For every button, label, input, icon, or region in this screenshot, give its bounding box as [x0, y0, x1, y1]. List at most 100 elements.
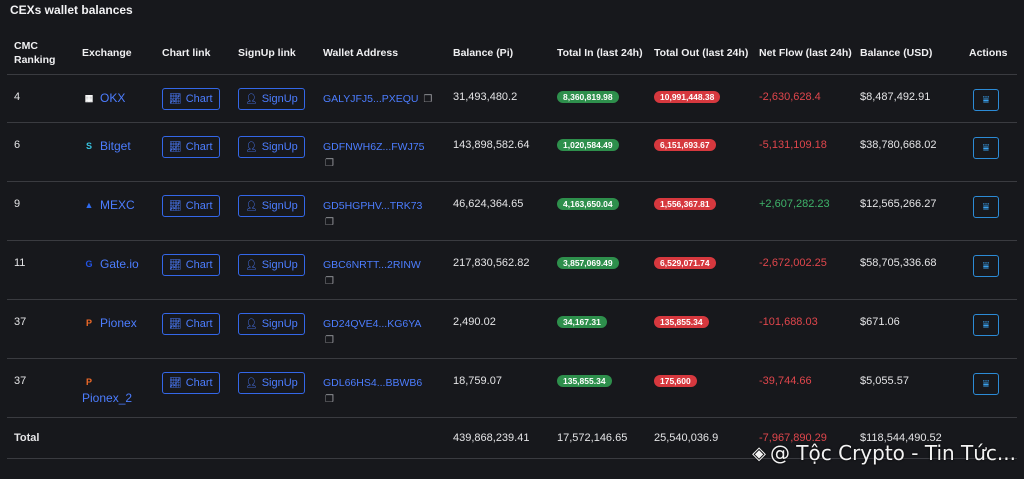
signup-button[interactable]: 👤︎ SignUp	[238, 195, 305, 217]
exchange-name: Gate.io	[100, 257, 139, 271]
balance-usd: $8,487,492.91	[860, 91, 931, 103]
header-exchange: Exchange	[75, 32, 155, 75]
chart-button-label: Chart	[185, 200, 213, 212]
chart-button-label: Chart	[185, 259, 213, 271]
chart-button-label: Chart	[185, 318, 213, 330]
exchange-name: OKX	[100, 91, 126, 105]
exchange-link[interactable]: S Bitget	[82, 139, 155, 153]
wallet-address-link[interactable]: GBC6NRTT...2RINW	[323, 259, 421, 271]
signup-button[interactable]: 👤︎ SignUp	[238, 254, 305, 276]
header-total-in: Total In (last 24h)	[550, 32, 647, 75]
rank-cell: 11	[14, 257, 26, 269]
filter-action-button[interactable]: ⩸	[973, 137, 999, 159]
filter-action-button[interactable]: ⩸	[973, 196, 999, 218]
header-balance: Balance (Pi)	[446, 32, 550, 75]
wallet-address-link[interactable]: GALYJFJ5...PXEQU	[323, 93, 419, 105]
watermark-text: @ Tộc Crypto - Tin Tức...	[769, 441, 1016, 465]
chart-button[interactable]: 📈︎ Chart	[162, 88, 220, 110]
exchange-link[interactable]: P Pionex	[82, 316, 155, 330]
chart-button[interactable]: 📈︎ Chart	[162, 372, 220, 394]
table-header-row: CMC Ranking Exchange Chart link SignUp l…	[7, 32, 1017, 75]
copy-icon[interactable]: ❐	[423, 94, 433, 105]
total-net-flow: -7,967,890.29	[752, 417, 853, 459]
signup-button[interactable]: 👤︎ SignUp	[238, 372, 305, 394]
exchange-link[interactable]: ▦ OKX	[82, 91, 155, 105]
header-signup: SignUp link	[231, 32, 316, 75]
net-flow: -101,688.03	[759, 316, 818, 328]
table-row: 6 S Bitget 📈︎ Chart 👤︎ SignUp GDFNWH6Z..…	[7, 122, 1017, 182]
balance-usd: $5,055.57	[860, 375, 909, 387]
filter-icon: ⩸	[982, 93, 990, 106]
line-chart-icon: 📈︎	[169, 377, 182, 389]
table-row: 9 ▲ MEXC 📈︎ Chart 👤︎ SignUp GD5HGPHV...T…	[7, 181, 1017, 241]
copy-icon[interactable]: ❐	[325, 276, 334, 287]
chart-button[interactable]: 📈︎ Chart	[162, 313, 220, 335]
total-out: 25,540,036.9	[647, 417, 752, 459]
line-chart-icon: 📈︎	[169, 141, 182, 153]
binance-diamond-icon: ◈	[752, 442, 766, 464]
exchange-link[interactable]: G Gate.io	[82, 257, 155, 271]
header-net-flow: Net Flow (last 24h)	[752, 32, 853, 75]
copy-icon[interactable]: ❐	[325, 335, 334, 346]
signup-button[interactable]: 👤︎ SignUp	[238, 313, 305, 335]
wallet-address-link[interactable]: GD24QVE4...KG6YA	[323, 318, 422, 330]
signup-button[interactable]: 👤︎ SignUp	[238, 136, 305, 158]
rank-cell: 4	[14, 91, 21, 103]
totals-label: Total	[7, 417, 75, 459]
pionex-logo-icon: P	[85, 377, 92, 387]
balance-pi: 143,898,582.64	[453, 139, 530, 151]
pionex-logo-icon: P	[85, 318, 92, 328]
total-out-badge: 175,600	[654, 375, 697, 387]
balance-pi: 217,830,562.82	[453, 257, 530, 269]
exchange-link[interactable]: ▲ MEXC	[82, 198, 155, 212]
copy-icon[interactable]: ❐	[325, 217, 334, 228]
mexc-logo-icon: ▲	[84, 200, 94, 210]
total-out-badge: 6,529,071.74	[654, 257, 716, 269]
balance-usd: $58,705,336.68	[860, 257, 937, 269]
balance-pi: 18,759.07	[453, 375, 502, 387]
chart-button-label: Chart	[185, 93, 213, 105]
filter-action-button[interactable]: ⩸	[973, 255, 999, 277]
exchange-name: Pionex	[100, 316, 137, 330]
net-flow: -39,744.66	[759, 375, 812, 387]
header-balance-usd: Balance (USD)	[853, 32, 962, 75]
table-row: 37 P Pionex_2 📈︎ Chart 👤︎ SignUp GDL66HS…	[7, 358, 1017, 418]
chart-button[interactable]: 📈︎ Chart	[162, 136, 220, 158]
line-chart-icon: 📈︎	[169, 259, 182, 271]
total-balance: 439,868,239.41	[446, 417, 550, 459]
filter-action-button[interactable]: ⩸	[973, 89, 999, 111]
chart-button[interactable]: 📈︎ Chart	[162, 195, 220, 217]
wallet-address-link[interactable]: GDFNWH6Z...FWJ75	[323, 141, 425, 153]
signup-button-label: SignUp	[261, 141, 298, 153]
signup-button-label: SignUp	[261, 200, 298, 212]
bitget-logo-icon: S	[85, 141, 92, 151]
total-balance-usd: $118,544,490.52	[853, 417, 962, 459]
filter-action-button[interactable]: ⩸	[973, 373, 999, 395]
total-out-badge: 135,855.34	[654, 316, 709, 328]
page-title: CEXs wallet balances	[10, 3, 133, 17]
header-rank: CMC Ranking	[7, 32, 75, 75]
signup-button-label: SignUp	[261, 377, 298, 389]
header-actions: Actions	[962, 32, 1017, 75]
total-out-badge: 1,556,367.81	[654, 198, 716, 210]
chart-button[interactable]: 📈︎ Chart	[162, 254, 220, 276]
wallet-address-link[interactable]: GD5HGPHV...TRK73	[323, 200, 423, 212]
exchange-name: Pionex_2	[82, 391, 133, 405]
signup-button-label: SignUp	[261, 259, 298, 271]
totals-row: Total 439,868,239.41 17,572,146.65 25,54…	[7, 417, 1017, 459]
copy-icon[interactable]: ❐	[325, 394, 334, 405]
filter-action-button[interactable]: ⩸	[973, 314, 999, 336]
copy-icon[interactable]: ❐	[325, 158, 334, 169]
net-flow: -2,630,628.4	[759, 91, 821, 103]
net-flow: -2,672,002.25	[759, 257, 827, 269]
user-plus-icon: 👤︎	[245, 200, 258, 212]
filter-icon: ⩸	[982, 200, 990, 213]
total-in-badge: 4,163,650.04	[557, 198, 619, 210]
header-total-out: Total Out (last 24h)	[647, 32, 752, 75]
wallet-address-link[interactable]: GDL66HS4...BBWB6	[323, 377, 423, 389]
exchange-link[interactable]: P Pionex_2	[82, 375, 155, 405]
signup-button[interactable]: 👤︎ SignUp	[238, 88, 305, 110]
rank-cell: 37	[14, 375, 27, 387]
filter-icon: ⩸	[982, 377, 990, 390]
user-plus-icon: 👤︎	[245, 259, 258, 271]
